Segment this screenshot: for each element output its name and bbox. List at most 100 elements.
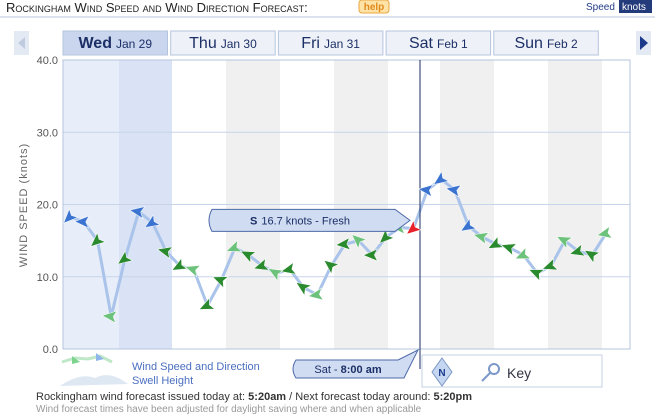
- wind-arrow[interactable]: [197, 297, 216, 315]
- wind-arrow[interactable]: [169, 257, 188, 275]
- wind-arrow[interactable]: [211, 271, 229, 289]
- footer-issued: Rockingham wind forecast issued today at…: [36, 391, 472, 403]
- wind-arrow[interactable]: [541, 257, 559, 275]
- key-icon[interactable]: [481, 372, 491, 382]
- day-label[interactable]: Fri Jan 31: [301, 35, 360, 52]
- day-tab[interactable]: [493, 30, 599, 56]
- key-icon[interactable]: [488, 363, 500, 375]
- day-label[interactable]: Sun Feb 2: [514, 35, 577, 52]
- issued-text: Rockingham wind forecast issued today at…: [36, 391, 248, 403]
- wind-arrow[interactable]: [527, 264, 545, 282]
- wind-arrow[interactable]: [513, 246, 532, 265]
- wind-arrow[interactable]: [129, 204, 146, 220]
- key-box: [421, 354, 603, 388]
- y-tick-label: 40.0: [37, 55, 58, 67]
- wind-arrow[interactable]: [74, 215, 90, 229]
- wind-arrow[interactable]: [320, 256, 340, 275]
- day-name[interactable]: Sat: [409, 35, 434, 52]
- legend-wind-line: [61, 354, 113, 364]
- day-tab[interactable]: [277, 30, 384, 56]
- cursor-label-box: [292, 348, 420, 379]
- tooltip-box: [208, 208, 411, 232]
- wind-arrow[interactable]: [114, 250, 134, 269]
- next-arrow[interactable]: [640, 36, 648, 50]
- help[interactable]: help: [364, 2, 385, 13]
- legend-arrow: [72, 356, 80, 364]
- day-label[interactable]: Thu Jan 30: [189, 35, 257, 52]
- compass[interactable]: [431, 357, 453, 387]
- day-name[interactable]: Thu: [189, 35, 217, 52]
- wind-arrow[interactable]: [87, 232, 106, 251]
- footer-note: Wind forecast times have been adjusted f…: [36, 404, 422, 415]
- title: Rockingham Wind Speed and Wind Direction…: [6, 0, 308, 15]
- day-date[interactable]: Jan 30: [221, 37, 257, 51]
- issued-time: 5:20am: [248, 391, 286, 403]
- wind-arrow[interactable]: [458, 217, 477, 236]
- wind-arrow[interactable]: [375, 228, 395, 247]
- cursor-day: Sat -: [314, 364, 340, 376]
- wind-arrow[interactable]: [238, 246, 257, 264]
- plot-frame: [62, 59, 631, 350]
- unit-speed[interactable]: Speed: [586, 2, 615, 13]
- wind-arrow[interactable]: [445, 182, 462, 198]
- wind-arrow[interactable]: [183, 261, 201, 278]
- day-date[interactable]: Feb 1: [437, 37, 468, 51]
- wind-arrow[interactable]: [156, 243, 174, 260]
- day-tab[interactable]: [385, 30, 492, 56]
- legend-arrow: [96, 353, 104, 361]
- wind-arrow[interactable]: [280, 261, 297, 278]
- prev-arrow[interactable]: [18, 37, 25, 49]
- help-badge[interactable]: [358, 0, 390, 14]
- wind-arrow[interactable]: [348, 230, 368, 250]
- day-date[interactable]: Feb 2: [547, 37, 578, 51]
- wind-arrow[interactable]: [554, 231, 573, 249]
- day-label[interactable]: Sat Feb 1: [409, 35, 468, 52]
- y-tick-label: 30.0: [37, 127, 58, 139]
- wind-arrow[interactable]: [307, 287, 324, 302]
- day-date[interactable]: Jan 29: [116, 37, 152, 51]
- compass-n[interactable]: N: [438, 368, 445, 379]
- wind-arrow[interactable]: [472, 229, 490, 245]
- tooltip-direction: S: [250, 215, 257, 227]
- wind-arrow[interactable]: [59, 208, 79, 227]
- wind-arrow[interactable]: [499, 239, 518, 256]
- day-tab[interactable]: [62, 30, 168, 56]
- wind-arrow[interactable]: [568, 243, 586, 259]
- wind-arrow[interactable]: [335, 237, 351, 251]
- day-tab[interactable]: [170, 30, 276, 56]
- wind-arrow[interactable]: [485, 235, 504, 254]
- tooltip-text: S 16.7 knots - Fresh: [250, 215, 350, 227]
- unit-badge[interactable]: [619, 0, 652, 13]
- legend-wind: Wind Speed and Direction: [132, 361, 260, 373]
- day-name[interactable]: Wed: [78, 35, 111, 52]
- wind-arrow[interactable]: [293, 278, 312, 297]
- cursor-time: 8:00 am: [341, 364, 382, 376]
- day-label[interactable]: Wed Jan 29: [78, 35, 152, 52]
- wind-arrow[interactable]: [362, 248, 379, 262]
- cursor-label: Sat - 8:00 am: [314, 364, 381, 376]
- tooltip-value: 16.7 knots - Fresh: [261, 215, 350, 227]
- day-date[interactable]: Jan 31: [324, 37, 360, 51]
- day-name[interactable]: Fri: [301, 35, 320, 52]
- y-tick-label: 20.0: [37, 200, 58, 212]
- legend-swell-label: Swell Height: [132, 375, 193, 387]
- y-axis-label: WIND SPEED (knots): [18, 143, 30, 267]
- wind-arrow[interactable]: [596, 225, 613, 241]
- wind-arrow[interactable]: [142, 214, 161, 233]
- wind-arrow[interactable]: [581, 245, 601, 264]
- wind-arrow[interactable]: [252, 258, 270, 275]
- wind-arrow[interactable]: [265, 263, 285, 282]
- unit-knots[interactable]: knots: [622, 2, 646, 13]
- legend-swell: [60, 375, 128, 386]
- wind-arrow[interactable]: [403, 219, 423, 239]
- wind-arrow[interactable]: [417, 183, 434, 198]
- key-label[interactable]: Key: [507, 365, 531, 381]
- wind-arrow[interactable]: [224, 239, 243, 256]
- wind-line: [69, 177, 608, 318]
- wind-arrow[interactable]: [430, 170, 450, 189]
- next-text: / Next forecast today around:: [286, 391, 433, 403]
- wind-arrow[interactable]: [101, 310, 118, 324]
- day-name[interactable]: Sun: [514, 35, 542, 52]
- y-tick-label: 10.0: [37, 272, 58, 284]
